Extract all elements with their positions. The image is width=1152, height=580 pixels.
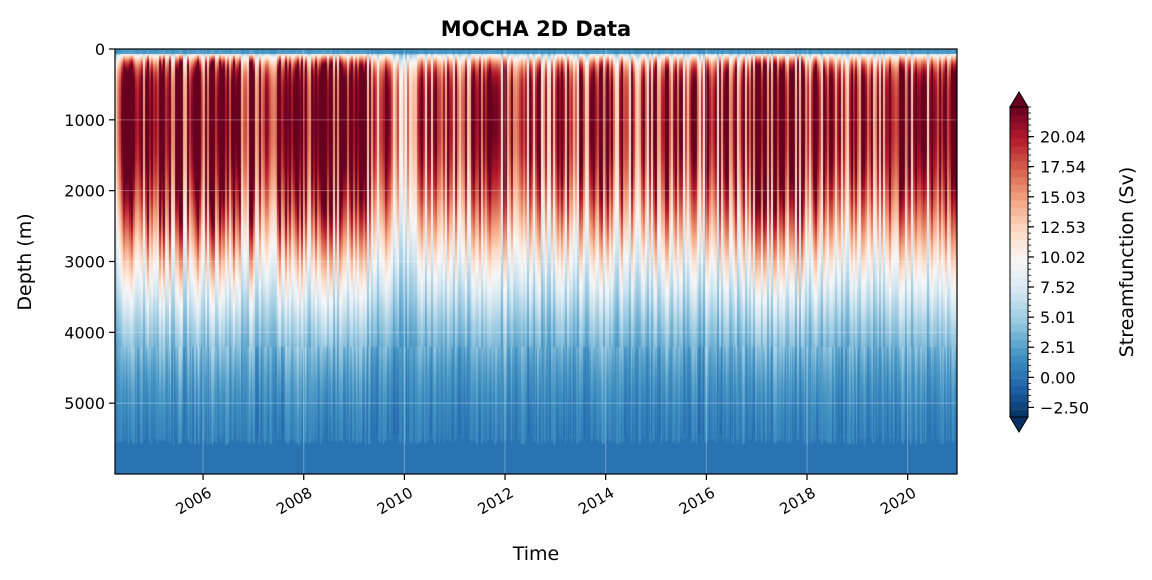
colorbar-tick-label: 5.01: [1040, 308, 1076, 327]
colorbar-frame: [1009, 106, 1029, 418]
colorbar-tick-label: 15.03: [1040, 188, 1086, 207]
x-tick-label: 2008: [273, 484, 315, 519]
colorbar-gradient: [1010, 92, 1028, 432]
x-axis-label: Time: [512, 543, 560, 565]
y-axis-ticks: 0 1000 2000 3000 4000 5000: [64, 40, 115, 413]
x-tick-label: 2012: [475, 484, 517, 519]
x-tick-label: 2006: [173, 484, 215, 519]
colorbar-tick-label: −2.50: [1040, 398, 1089, 417]
y-tick-label: 3000: [64, 253, 105, 272]
x-tick-label: 2020: [877, 484, 919, 519]
y-tick-label: 1000: [64, 111, 105, 130]
heatmap-image: [115, 49, 957, 474]
x-tick-label: 2016: [676, 484, 718, 519]
colorbar-extend-min: [1009, 416, 1029, 433]
y-tick-label: 5000: [64, 394, 105, 413]
y-tick-label: 0: [95, 40, 105, 59]
colorbar-tick-label: 2.51: [1040, 338, 1076, 357]
grid-lines: [115, 49, 957, 474]
colorbar-tick-label: 17.54: [1040, 158, 1086, 177]
colorbar-ticks: −2.50 0.00 2.51 5.01 7.52 10.02 12.53 15.03 17.5…: [1028, 106, 1089, 417]
x-tick-label: 2010: [374, 484, 416, 519]
colorbar-label: Streamfunction (Sv): [1116, 167, 1138, 358]
chart-title: MOCHA 2D Data: [441, 17, 631, 41]
x-axis-ticks: 2006 2008 2010 2012 2014 2016 2018 2020: [173, 474, 919, 519]
colorbar-tick-label: 12.53: [1040, 218, 1086, 237]
colorbar-tick-label: 7.52: [1040, 278, 1076, 297]
x-tick-label: 2018: [777, 484, 819, 519]
y-axis-label: Depth (m): [14, 213, 36, 310]
x-tick-label: 2014: [575, 484, 617, 519]
y-tick-label: 2000: [64, 182, 105, 201]
colorbar-tick-label: 20.04: [1040, 128, 1086, 147]
colorbar-extend-max: [1009, 91, 1029, 108]
colorbar-tick-label: 10.02: [1040, 248, 1086, 267]
colorbar-tick-label: 0.00: [1040, 368, 1076, 387]
y-tick-label: 4000: [64, 323, 105, 342]
